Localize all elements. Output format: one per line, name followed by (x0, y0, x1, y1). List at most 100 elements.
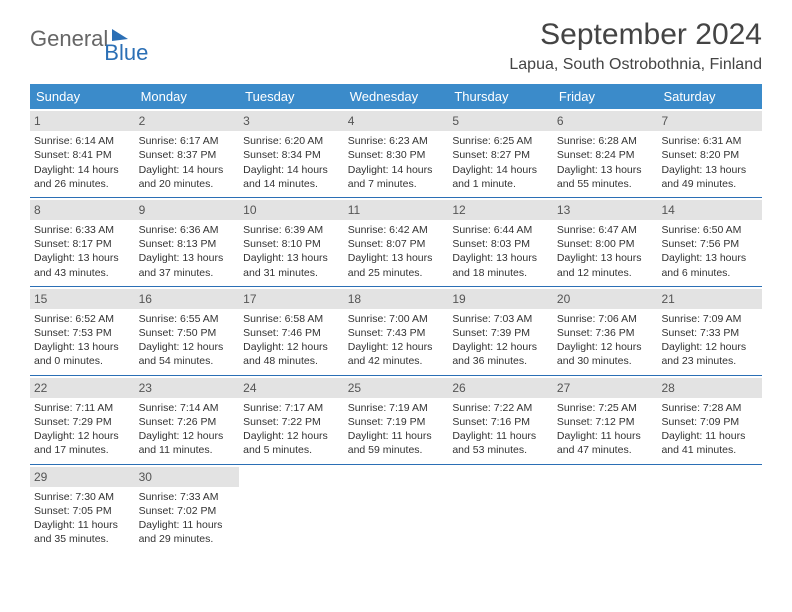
sunset-line: Sunset: 8:30 PM (348, 148, 445, 162)
weekday-thursday: Thursday (448, 84, 553, 109)
sunset-line: Sunset: 8:37 PM (139, 148, 236, 162)
sunrise-line: Sunrise: 6:31 AM (661, 134, 758, 148)
daylight-line: Daylight: 12 hours and 17 minutes. (34, 429, 131, 457)
sunrise-line: Sunrise: 7:17 AM (243, 401, 340, 415)
day-cell: 21Sunrise: 7:09 AMSunset: 7:33 PMDayligh… (657, 287, 762, 375)
day-cell-empty (553, 465, 658, 553)
daylight-line: Daylight: 12 hours and 48 minutes. (243, 340, 340, 368)
sunrise-line: Sunrise: 6:42 AM (348, 223, 445, 237)
sunset-line: Sunset: 7:29 PM (34, 415, 131, 429)
day-number: 13 (553, 200, 658, 220)
day-cell: 22Sunrise: 7:11 AMSunset: 7:29 PMDayligh… (30, 376, 135, 464)
day-cell: 26Sunrise: 7:22 AMSunset: 7:16 PMDayligh… (448, 376, 553, 464)
daylight-line: Daylight: 12 hours and 5 minutes. (243, 429, 340, 457)
day-number: 22 (30, 378, 135, 398)
day-number: 27 (553, 378, 658, 398)
day-number: 5 (448, 111, 553, 131)
day-cell-empty (344, 465, 449, 553)
sunset-line: Sunset: 8:20 PM (661, 148, 758, 162)
day-cell: 25Sunrise: 7:19 AMSunset: 7:19 PMDayligh… (344, 376, 449, 464)
day-number: 4 (344, 111, 449, 131)
sunrise-line: Sunrise: 7:33 AM (139, 490, 236, 504)
day-cell: 27Sunrise: 7:25 AMSunset: 7:12 PMDayligh… (553, 376, 658, 464)
sunset-line: Sunset: 8:07 PM (348, 237, 445, 251)
day-cell: 5Sunrise: 6:25 AMSunset: 8:27 PMDaylight… (448, 109, 553, 197)
sunrise-line: Sunrise: 7:09 AM (661, 312, 758, 326)
daylight-line: Daylight: 13 hours and 49 minutes. (661, 163, 758, 191)
sunrise-line: Sunrise: 6:44 AM (452, 223, 549, 237)
weekday-header-row: SundayMondayTuesdayWednesdayThursdayFrid… (30, 84, 762, 109)
daylight-line: Daylight: 14 hours and 1 minute. (452, 163, 549, 191)
day-number: 20 (553, 289, 658, 309)
sunset-line: Sunset: 7:53 PM (34, 326, 131, 340)
weekday-saturday: Saturday (657, 84, 762, 109)
sunset-line: Sunset: 7:26 PM (139, 415, 236, 429)
daylight-line: Daylight: 11 hours and 53 minutes. (452, 429, 549, 457)
day-cell: 12 Sunrise: 6:44 AMSunset: 8:03 PMDayligh… (448, 198, 553, 286)
sunset-line: Sunset: 7:05 PM (34, 504, 131, 518)
sunrise-line: Sunrise: 6:55 AM (139, 312, 236, 326)
day-number: 29 (30, 467, 135, 487)
day-cell: 2Sunrise: 6:17 AMSunset: 8:37 PMDaylight… (135, 109, 240, 197)
daylight-line: Daylight: 12 hours and 23 minutes. (661, 340, 758, 368)
sunset-line: Sunset: 7:02 PM (139, 504, 236, 518)
sunset-line: Sunset: 8:34 PM (243, 148, 340, 162)
sunset-line: Sunset: 7:43 PM (348, 326, 445, 340)
daylight-line: Daylight: 13 hours and 43 minutes. (34, 251, 131, 279)
sunset-line: Sunset: 8:10 PM (243, 237, 340, 251)
sunrise-line: Sunrise: 7:25 AM (557, 401, 654, 415)
day-cell: 24Sunrise: 7:17 AMSunset: 7:22 PMDayligh… (239, 376, 344, 464)
day-cell: 30Sunrise: 7:33 AMSunset: 7:02 PMDayligh… (135, 465, 240, 553)
sunset-line: Sunset: 7:36 PM (557, 326, 654, 340)
sunrise-line: Sunrise: 7:14 AM (139, 401, 236, 415)
day-cell: 23Sunrise: 7:14 AMSunset: 7:26 PMDayligh… (135, 376, 240, 464)
day-number: 7 (657, 111, 762, 131)
sunset-line: Sunset: 7:16 PM (452, 415, 549, 429)
sunset-line: Sunset: 7:46 PM (243, 326, 340, 340)
sunset-line: Sunset: 7:39 PM (452, 326, 549, 340)
day-cell: 10Sunrise: 6:39 AMSunset: 8:10 PMDayligh… (239, 198, 344, 286)
daylight-line: Daylight: 13 hours and 55 minutes. (557, 163, 654, 191)
daylight-line: Daylight: 14 hours and 26 minutes. (34, 163, 131, 191)
day-cell: 4Sunrise: 6:23 AMSunset: 8:30 PMDaylight… (344, 109, 449, 197)
logo: General Blue (30, 18, 174, 52)
sunset-line: Sunset: 7:33 PM (661, 326, 758, 340)
daylight-line: Daylight: 12 hours and 54 minutes. (139, 340, 236, 368)
month-title: September 2024 (509, 18, 762, 52)
day-number: 6 (553, 111, 658, 131)
day-cell: 28Sunrise: 7:28 AMSunset: 7:09 PMDayligh… (657, 376, 762, 464)
sunrise-line: Sunrise: 6:47 AM (557, 223, 654, 237)
day-cell: 19Sunrise: 7:03 AMSunset: 7:39 PMDayligh… (448, 287, 553, 375)
day-number: 10 (239, 200, 344, 220)
daylight-line: Daylight: 12 hours and 42 minutes. (348, 340, 445, 368)
day-number: 11 (344, 200, 449, 220)
weekday-friday: Friday (553, 84, 658, 109)
header: General Blue September 2024 Lapua, South… (30, 18, 762, 74)
day-number: 8 (30, 200, 135, 220)
sunrise-line: Sunrise: 6:58 AM (243, 312, 340, 326)
weekday-monday: Monday (135, 84, 240, 109)
day-number: 12 (448, 200, 553, 220)
sunrise-line: Sunrise: 6:20 AM (243, 134, 340, 148)
weekday-tuesday: Tuesday (239, 84, 344, 109)
daylight-line: Daylight: 13 hours and 18 minutes. (452, 251, 549, 279)
day-cell: 3Sunrise: 6:20 AMSunset: 8:34 PMDaylight… (239, 109, 344, 197)
weekday-sunday: Sunday (30, 84, 135, 109)
sunrise-line: Sunrise: 6:28 AM (557, 134, 654, 148)
sunset-line: Sunset: 7:22 PM (243, 415, 340, 429)
sunrise-line: Sunrise: 7:06 AM (557, 312, 654, 326)
day-cell: 13Sunrise: 6:47 AMSunset: 8:00 PMDayligh… (553, 198, 658, 286)
day-number: 15 (30, 289, 135, 309)
daylight-line: Daylight: 11 hours and 41 minutes. (661, 429, 758, 457)
day-cell: 6Sunrise: 6:28 AMSunset: 8:24 PMDaylight… (553, 109, 658, 197)
sunset-line: Sunset: 8:03 PM (452, 237, 549, 251)
daylight-line: Daylight: 13 hours and 25 minutes. (348, 251, 445, 279)
daylight-line: Daylight: 11 hours and 59 minutes. (348, 429, 445, 457)
sunset-line: Sunset: 8:17 PM (34, 237, 131, 251)
daylight-line: Daylight: 13 hours and 31 minutes. (243, 251, 340, 279)
day-number: 9 (135, 200, 240, 220)
day-cell-empty (239, 465, 344, 553)
daylight-line: Daylight: 13 hours and 12 minutes. (557, 251, 654, 279)
logo-text-general: General (30, 26, 108, 52)
logo-text-blue: Blue (104, 40, 148, 66)
